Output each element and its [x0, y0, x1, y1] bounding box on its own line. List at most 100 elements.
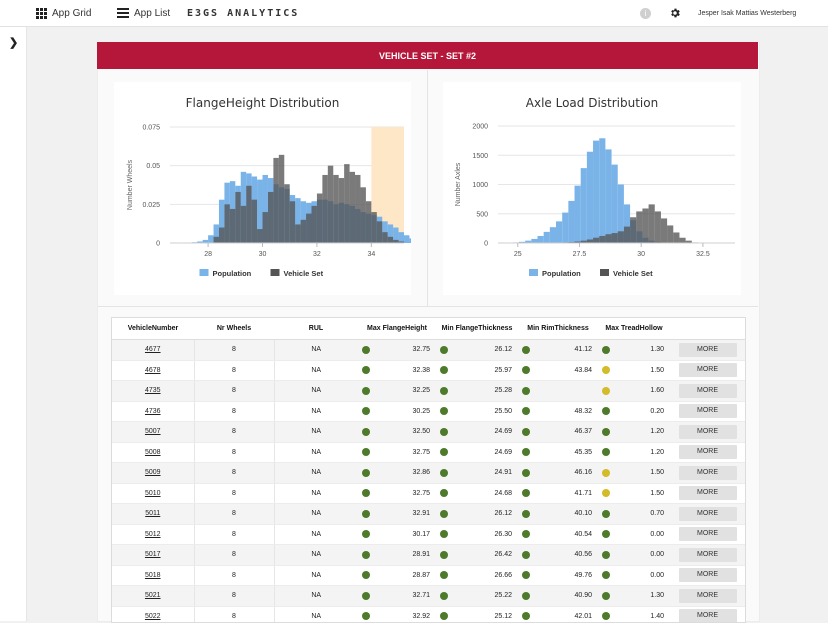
- more-button[interactable]: MORE: [679, 363, 737, 377]
- vehicle-number-link[interactable]: 5010: [145, 490, 161, 497]
- vehicle-set-bar[interactable]: [339, 178, 344, 243]
- vehicle-number-link[interactable]: 5007: [145, 428, 161, 435]
- vehicle-set-bar[interactable]: [257, 229, 262, 243]
- expand-sidebar-icon[interactable]: ❯: [9, 36, 18, 49]
- vehicle-set-bar[interactable]: [219, 228, 224, 243]
- population-bar[interactable]: [556, 221, 562, 243]
- more-button[interactable]: MORE: [679, 445, 737, 459]
- legend-vehicle-set[interactable]: Vehicle Set: [613, 269, 653, 278]
- population-bar[interactable]: [399, 232, 404, 243]
- population-bar[interactable]: [404, 235, 409, 243]
- vehicle-number-link[interactable]: 4677: [145, 346, 161, 353]
- vehicle-set-bar[interactable]: [661, 218, 667, 243]
- population-bar[interactable]: [612, 165, 618, 243]
- vehicle-set-bar[interactable]: [241, 206, 246, 243]
- population-bar[interactable]: [599, 138, 605, 243]
- vehicle-set-bar[interactable]: [268, 192, 273, 243]
- vehicle-set-bar[interactable]: [371, 212, 376, 243]
- info-button[interactable]: i: [640, 0, 651, 26]
- vehicle-set-bar[interactable]: [279, 155, 284, 243]
- vehicle-number-link[interactable]: 4678: [145, 367, 161, 374]
- vehicle-set-bar[interactable]: [263, 212, 268, 243]
- vehicle-set-bar[interactable]: [605, 234, 611, 243]
- population-bar[interactable]: [593, 141, 599, 243]
- legend-vehicle-set[interactable]: Vehicle Set: [284, 269, 324, 278]
- vehicle-set-bar[interactable]: [366, 201, 371, 243]
- vehicle-set-bar[interactable]: [587, 239, 593, 243]
- vehicle-set-bar[interactable]: [667, 225, 673, 243]
- settings-button[interactable]: [669, 0, 681, 26]
- vehicle-set-bar[interactable]: [317, 194, 322, 243]
- vehicle-number-link[interactable]: 5017: [145, 551, 161, 558]
- population-bar[interactable]: [208, 235, 213, 243]
- vehicle-set-bar[interactable]: [618, 231, 624, 243]
- more-button[interactable]: MORE: [679, 384, 737, 398]
- vehicle-set-bar[interactable]: [382, 232, 387, 243]
- population-bar[interactable]: [587, 152, 593, 243]
- vehicle-set-bar[interactable]: [599, 236, 605, 243]
- vehicle-set-bar[interactable]: [679, 238, 685, 243]
- vehicle-set-bar[interactable]: [355, 175, 360, 243]
- population-bar[interactable]: [568, 201, 574, 243]
- vehicle-set-bar[interactable]: [214, 237, 219, 243]
- population-bar[interactable]: [544, 232, 550, 243]
- vehicle-number-link[interactable]: 4735: [145, 387, 161, 394]
- vehicle-set-bar[interactable]: [306, 214, 311, 243]
- vehicle-set-bar[interactable]: [333, 175, 338, 243]
- vehicle-set-bar[interactable]: [290, 201, 295, 243]
- vehicle-set-bar[interactable]: [224, 204, 229, 243]
- vehicle-set-bar[interactable]: [673, 232, 679, 243]
- col-max-tread-hollow[interactable]: Max TreadHollow: [598, 318, 670, 340]
- app-grid-link[interactable]: App Grid: [36, 0, 91, 26]
- vehicle-number-link[interactable]: 5008: [145, 449, 161, 456]
- more-button[interactable]: MORE: [679, 343, 737, 357]
- vehicle-number-link[interactable]: 5018: [145, 572, 161, 579]
- vehicle-set-bar[interactable]: [624, 227, 630, 243]
- vehicle-set-bar[interactable]: [328, 166, 333, 243]
- vehicle-set-bar[interactable]: [655, 211, 661, 243]
- vehicle-set-bar[interactable]: [246, 186, 251, 243]
- vehicle-set-bar[interactable]: [630, 217, 636, 243]
- vehicle-number-link[interactable]: 5012: [145, 531, 161, 538]
- vehicle-number-link[interactable]: 5022: [145, 613, 161, 620]
- vehicle-set-bar[interactable]: [295, 224, 300, 243]
- vehicle-set-bar[interactable]: [252, 200, 257, 243]
- vehicle-number-link[interactable]: 4736: [145, 408, 161, 415]
- vehicle-number-link[interactable]: 5021: [145, 592, 161, 599]
- user-name[interactable]: Jesper Isak Mattias Westerberg: [698, 0, 796, 26]
- vehicle-set-bar[interactable]: [642, 208, 648, 243]
- vehicle-set-bar[interactable]: [649, 204, 655, 243]
- vehicle-set-bar[interactable]: [612, 233, 618, 243]
- population-bar[interactable]: [581, 168, 587, 243]
- more-button[interactable]: MORE: [679, 548, 737, 562]
- legend-population[interactable]: Population: [213, 269, 252, 278]
- col-max-flange-height[interactable]: Max FlangeHeight: [358, 318, 436, 340]
- vehicle-set-bar[interactable]: [322, 175, 327, 243]
- more-button[interactable]: MORE: [679, 404, 737, 418]
- vehicle-set-bar[interactable]: [360, 187, 365, 243]
- app-list-link[interactable]: App List: [117, 0, 170, 26]
- population-bar[interactable]: [409, 238, 411, 243]
- vehicle-set-bar[interactable]: [301, 220, 306, 243]
- vehicle-set-bar[interactable]: [350, 172, 355, 243]
- col-vehicle-number[interactable]: VehicleNumber: [112, 318, 194, 340]
- population-bar[interactable]: [538, 236, 544, 243]
- more-button[interactable]: MORE: [679, 589, 737, 603]
- more-button[interactable]: MORE: [679, 466, 737, 480]
- vehicle-set-bar[interactable]: [311, 206, 316, 243]
- vehicle-number-link[interactable]: 5009: [145, 469, 161, 476]
- vehicle-number-link[interactable]: 5011: [145, 510, 160, 517]
- population-bar[interactable]: [605, 149, 611, 243]
- population-bar[interactable]: [562, 213, 568, 243]
- vehicle-set-bar[interactable]: [636, 211, 642, 243]
- population-bar[interactable]: [575, 186, 581, 243]
- population-bar[interactable]: [550, 227, 556, 243]
- vehicle-set-bar[interactable]: [593, 238, 599, 243]
- vehicle-set-bar[interactable]: [235, 192, 240, 243]
- col-rul[interactable]: RUL: [274, 318, 358, 340]
- col-min-rim-thickness[interactable]: Min RimThickness: [518, 318, 598, 340]
- vehicle-set-bar[interactable]: [344, 164, 349, 243]
- more-button[interactable]: MORE: [679, 507, 737, 521]
- more-button[interactable]: MORE: [679, 486, 737, 500]
- more-button[interactable]: MORE: [679, 425, 737, 439]
